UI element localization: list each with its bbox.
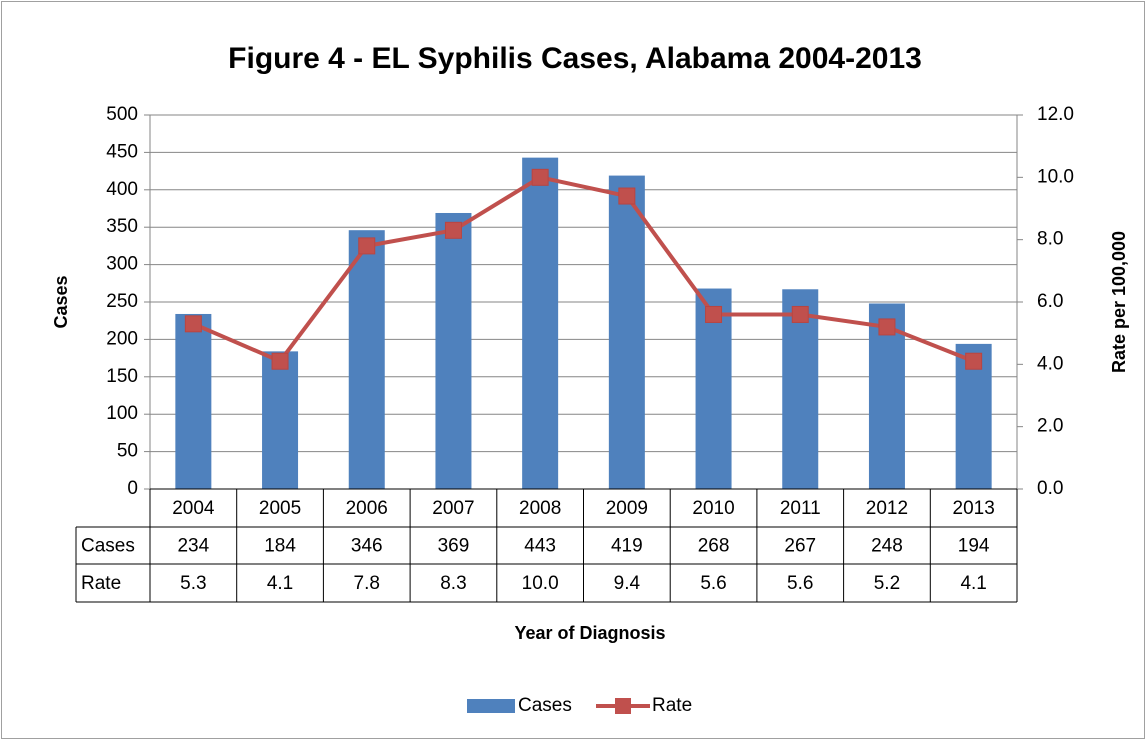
legend-label: Rate: [652, 695, 692, 716]
rate-marker: [705, 305, 723, 323]
table-cell: 8.3: [440, 573, 466, 594]
y-axis-title: Cases: [51, 275, 71, 328]
table-cell: 194: [958, 536, 990, 557]
x-tick-label: 2010: [692, 498, 734, 519]
y-tick-label: 50: [117, 441, 138, 462]
rate-marker: [271, 352, 289, 370]
rate-marker: [618, 187, 636, 205]
bar: [262, 351, 299, 489]
y-tick-label: 500: [106, 104, 138, 125]
bar: [522, 157, 559, 490]
x-axis-title: Year of Diagnosis: [514, 623, 665, 643]
table-cell: 234: [177, 536, 209, 557]
x-tick-label: 2012: [866, 498, 908, 519]
chart-title: Figure 4 - EL Syphilis Cases, Alabama 20…: [228, 42, 922, 75]
y-tick-label: 150: [106, 366, 138, 387]
legend-swatch: [467, 699, 515, 713]
table-row-header: Cases: [81, 536, 135, 557]
table-cell: 7.8: [354, 573, 380, 594]
bar: [435, 212, 472, 489]
x-tick-label: 2007: [432, 498, 474, 519]
y-tick-label: 300: [106, 254, 138, 275]
table-cell: 5.6: [700, 573, 726, 594]
table-cell: 4.1: [267, 573, 293, 594]
table-cell: 5.3: [180, 573, 206, 594]
legend-label: Cases: [518, 695, 572, 716]
table-cell: 4.1: [960, 573, 986, 594]
x-tick-label: 2004: [172, 498, 215, 519]
y2-tick-label: 12.0: [1037, 104, 1074, 125]
y2-tick-label: 10.0: [1037, 166, 1074, 187]
y2-tick-label: 2.0: [1037, 416, 1063, 437]
y-tick-label: 100: [106, 403, 138, 424]
y2-tick-label: 4.0: [1037, 353, 1063, 374]
rate-marker: [791, 305, 809, 323]
table-cell: 10.0: [522, 573, 559, 594]
table-cell: 346: [351, 536, 383, 557]
table-cell: 5.6: [787, 573, 813, 594]
y2-tick-label: 0.0: [1037, 478, 1063, 499]
table-cell: 267: [784, 536, 816, 557]
y-tick-label: 250: [106, 291, 138, 312]
rate-marker: [531, 168, 549, 186]
x-tick-label: 2008: [519, 498, 561, 519]
x-tick-label: 2013: [953, 498, 995, 519]
bar: [348, 230, 385, 489]
table-cell: 369: [438, 536, 470, 557]
table-cell: 5.2: [874, 573, 900, 594]
rate-line: [192, 175, 975, 364]
table-cell: 419: [611, 536, 643, 557]
x-tick-label: 2011: [780, 498, 821, 519]
y-tick-label: 350: [106, 216, 138, 237]
table-cell: 268: [698, 536, 730, 557]
y2-tick-label: 8.0: [1037, 229, 1063, 250]
y-tick-label: 450: [106, 141, 138, 162]
table-cell: 443: [524, 536, 556, 557]
x-tick-label: 2009: [606, 498, 648, 519]
y2-tick-label: 6.0: [1037, 291, 1063, 312]
y-tick-label: 0: [127, 478, 138, 499]
bar: [608, 175, 645, 489]
table-cell: 248: [871, 536, 903, 557]
table-cell: 9.4: [614, 573, 641, 594]
x-tick-label: 2006: [346, 498, 388, 519]
rate-marker: [444, 221, 462, 239]
rate-marker: [358, 237, 376, 255]
x-tick-label: 2005: [259, 498, 301, 519]
y-tick-label: 400: [106, 179, 138, 200]
rate-marker: [965, 352, 983, 370]
rate-marker: [878, 318, 896, 336]
y2-axis-title: Rate per 100,000: [1109, 231, 1129, 373]
bar: [175, 313, 212, 489]
legend-marker: [615, 698, 631, 714]
y-tick-label: 200: [106, 328, 138, 349]
rate-marker: [184, 315, 202, 333]
table-row-header: Rate: [81, 573, 121, 594]
table-cell: 184: [264, 536, 296, 557]
